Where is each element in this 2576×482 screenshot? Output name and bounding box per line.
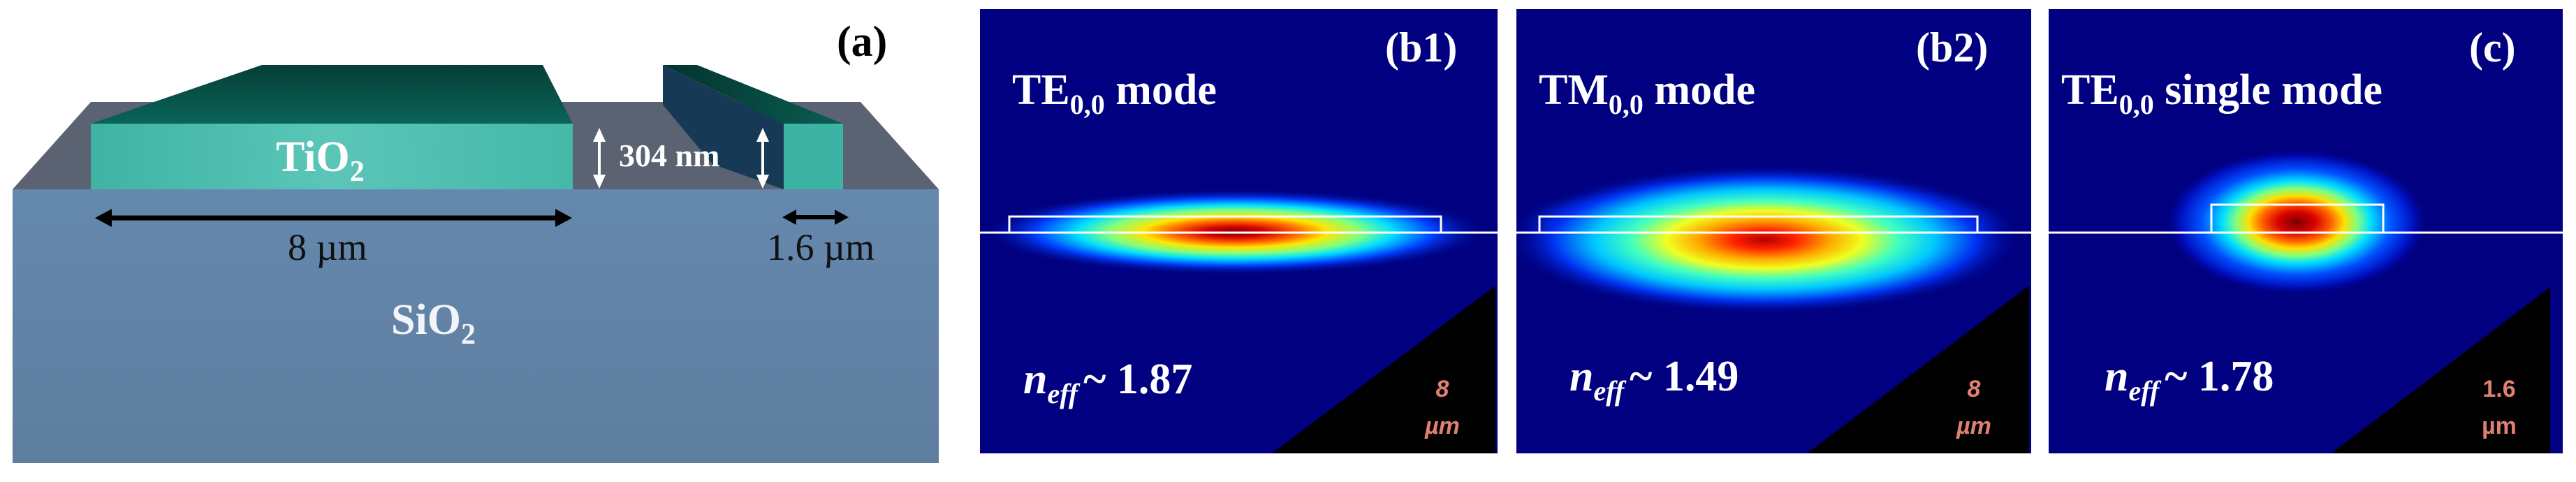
thickness-arrow-icon [593, 128, 606, 189]
thickness-arrow-icon [756, 128, 769, 189]
effective-index-label: neff ~ 1.49 [1569, 353, 1739, 407]
narrow-ridge-side-face [663, 65, 784, 189]
scale-bar-value: 8 [1436, 376, 1449, 402]
scale-bar-unit: µm [1424, 413, 1460, 439]
core-material-label: TiO2 [276, 133, 365, 188]
field-intensity-profile [1506, 164, 2023, 315]
panel-label-b1: (b1) [1385, 24, 1457, 71]
panel-a-schematic: 304 nm TiO2 8 µm 1.6 µm SiO2 (a) [0, 0, 978, 479]
scale-bar-unit: µm [1956, 413, 1991, 439]
mode-field-plot: 8 µm TE0,0 mode (b1) neff ~ 1.87 [980, 9, 1498, 453]
scale-bar-unit: µm [2482, 413, 2517, 439]
scale-bar-value: 8 [1968, 376, 1981, 402]
effective-index-label: neff ~ 1.78 [2105, 353, 2274, 407]
substrate-material-label: SiO2 [391, 296, 476, 351]
mode-title: TE0,0 single mode [2061, 66, 2383, 120]
scale-bar-value: 1.6 [2482, 376, 2515, 402]
wide-width-arrow-icon [95, 209, 572, 227]
waveguide-schematic-drawing: 304 nm TiO2 8 µm 1.6 µm SiO2 (a) [13, 18, 939, 463]
thickness-label: 304 nm [619, 138, 719, 173]
field-intensity-profile [2164, 149, 2429, 295]
waveguide-core-outline [1538, 215, 1979, 234]
wide-width-label: 8 µm [288, 226, 367, 268]
wide-core-top-face [91, 65, 573, 124]
mode-field-plot: 8 µm TM0,0 mode (b2) neff ~ 1.49 [1506, 9, 2031, 453]
panel-b2-tm-mode: 8 µm TM0,0 mode (b2) neff ~ 1.49 [1506, 9, 2031, 453]
narrow-ridge-top-face [663, 65, 843, 124]
effective-index-label: neff ~ 1.87 [1023, 356, 1192, 409]
mode-field-plot: 1.6 µm TE0,0 single mode (c) neff ~ 1.78 [2049, 9, 2563, 453]
panel-label-a: (a) [837, 18, 887, 66]
scale-bar-wedge [1807, 286, 2029, 453]
narrow-width-label: 1.6 µm [767, 226, 874, 268]
panel-label-c: (c) [2469, 24, 2516, 71]
wide-core-front-face [91, 124, 573, 189]
scale-bar-wedge [2332, 287, 2550, 453]
panel-c-single-mode: 1.6 µm TE0,0 single mode (c) neff ~ 1.78 [2049, 9, 2563, 453]
mode-title: TM0,0 mode [1539, 66, 1755, 120]
panel-label-b2: (b2) [1916, 24, 1988, 71]
substrate-front-face [13, 189, 939, 463]
mode-title: TE0,0 mode [1012, 66, 1217, 120]
panel-b1-te-mode: 8 µm TE0,0 mode (b1) neff ~ 1.87 [980, 9, 1498, 453]
narrow-width-arrow-icon [782, 210, 849, 225]
scale-bar-wedge [1272, 286, 1495, 453]
narrow-ridge-front-face [784, 124, 843, 189]
